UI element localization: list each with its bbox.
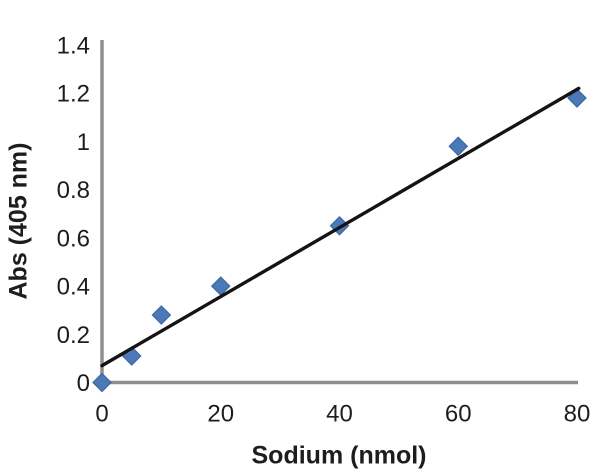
data-point-marker	[92, 372, 112, 393]
y-axis-title: Abs (405 nm)	[4, 142, 33, 300]
trendline	[100, 86, 581, 368]
y-tick-label: 0.8	[57, 177, 90, 204]
data-point-marker	[151, 305, 172, 325]
x-tick-label: 60	[445, 401, 472, 428]
data-point-marker	[448, 136, 469, 157]
x-tick-label: 40	[326, 401, 353, 428]
y-tick-label: 0.2	[57, 322, 90, 349]
y-tick-label: 0	[77, 370, 90, 397]
x-tick-label: 0	[95, 401, 108, 428]
x-tick-label: 20	[207, 401, 234, 428]
y-tick-label: 1	[77, 129, 90, 156]
y-tick-label: 0.4	[57, 274, 90, 301]
y-tick-label: 1.2	[57, 81, 90, 108]
x-tick-label: 80	[564, 401, 591, 428]
y-tick-label: 0.6	[57, 225, 90, 252]
y-tick-label: 1.4	[57, 33, 90, 60]
x-axis-title: Sodium (nmol)	[251, 441, 427, 470]
